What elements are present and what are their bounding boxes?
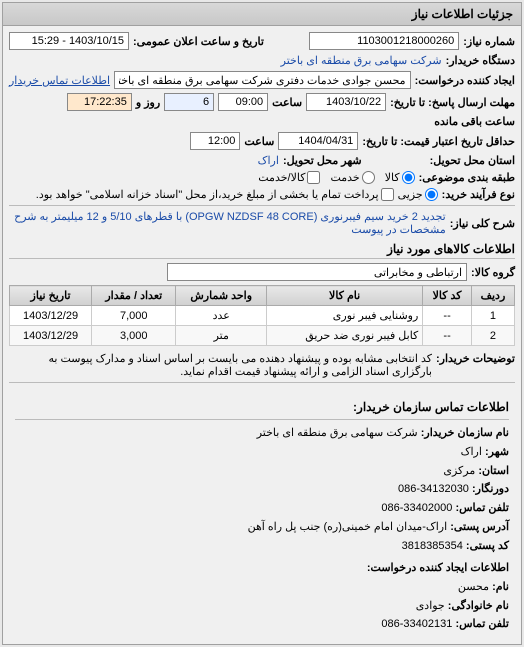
fax-label: دورنگار: xyxy=(472,483,509,495)
buyer-note-label: توضیحات خریدار: xyxy=(436,352,515,365)
contact-province-label: استان: xyxy=(478,465,509,477)
panel-body: شماره نیاز: تاریخ و ساعت اعلان عمومی: دس… xyxy=(3,26,521,644)
deadline-time-input[interactable] xyxy=(218,93,268,111)
col-row: ردیف xyxy=(471,286,514,306)
topic-radio-group: کالا خدمت کالا/خدمت xyxy=(258,171,414,184)
requester-value: شرکت سهامی برق منطقه ای باختر xyxy=(281,54,442,67)
table-row[interactable]: 2 -- کابل فیبر نوری ضد حریق متر 3,000 14… xyxy=(10,326,515,346)
contact-section: اطلاعات تماس سازمان خریدار: نام سازمان خ… xyxy=(9,387,515,638)
org-label: نام سازمان خریدار: xyxy=(421,427,509,439)
remain-time-input[interactable] xyxy=(67,93,132,111)
phone-value: 33402000-086 xyxy=(381,502,452,514)
topic-label: طبقه بندی موضوعی: xyxy=(419,171,515,184)
contact-section-title: اطلاعات تماس سازمان خریدار: xyxy=(15,397,509,420)
process-label: نوع فرآیند خرید: xyxy=(442,188,515,201)
checkbox-payment[interactable]: پرداخت تمام یا بخشی از مبلغ خرید،از محل … xyxy=(36,188,394,201)
need-no-label: شماره نیاز: xyxy=(463,35,515,48)
contact-city: اراک xyxy=(461,446,482,458)
postal-value: 3818385354 xyxy=(402,540,463,552)
contact-link[interactable]: اطلاعات تماس خریدار xyxy=(9,74,110,87)
announce-input[interactable] xyxy=(9,32,129,50)
creator-label: ایجاد کننده درخواست: xyxy=(415,74,515,87)
address-label: آدرس پستی: xyxy=(450,521,509,533)
requester-label: دستگاه خریدار: xyxy=(446,54,515,67)
deadline-date-input[interactable] xyxy=(306,93,386,111)
table-row[interactable]: 1 -- روشنایی فیبر نوری عدد 7,000 1403/12… xyxy=(10,306,515,326)
time-label-1: ساعت xyxy=(272,96,302,109)
creator-input[interactable] xyxy=(114,71,411,89)
time-label-2: ساعت xyxy=(244,135,274,148)
city-label: شهر محل تحویل: xyxy=(283,154,362,167)
remain-label: ساعت باقی مانده xyxy=(434,115,515,128)
need-no-input[interactable] xyxy=(309,32,459,50)
radio-service[interactable]: خدمت xyxy=(330,171,374,184)
goods-group-input[interactable] xyxy=(167,263,467,281)
buyer-note-text: کد انتخابی مشابه بوده و پیشنهاد دهنده می… xyxy=(9,352,432,378)
need-title-label: شرح کلی نیاز: xyxy=(450,217,515,230)
city-value: اراک xyxy=(258,154,279,167)
surname-value: جوادی xyxy=(416,600,445,612)
creator-section-title: اطلاعات ایجاد کننده درخواست: xyxy=(15,559,509,578)
radio-goods[interactable]: کالا xyxy=(385,171,415,184)
checkbox-goods-service[interactable]: کالا/خدمت xyxy=(258,171,320,184)
contact-city-label: شهر: xyxy=(485,446,509,458)
col-date: تاریخ نیاز xyxy=(10,286,92,306)
deadline-label: مهلت ارسال پاسخ: تا تاریخ: xyxy=(390,96,515,109)
goods-table: ردیف کد کالا نام کالا واحد شمارش تعداد /… xyxy=(9,285,515,346)
phone-label: تلفن تماس: xyxy=(455,502,509,514)
col-unit: واحد شمارش xyxy=(176,286,267,306)
need-details-panel: جزئیات اطلاعات نیاز شماره نیاز: تاریخ و … xyxy=(2,2,522,645)
name-value: محسن xyxy=(458,581,489,593)
validity-label: حداقل تاریخ اعتبار قیمت: تا تاریخ: xyxy=(362,135,515,148)
announce-label: تاریخ و ساعت اعلان عمومی: xyxy=(133,35,264,48)
surname-label: نام خانوادگی: xyxy=(448,600,509,612)
cphone-value: 33402131-086 xyxy=(381,618,452,630)
name-label: نام: xyxy=(492,581,509,593)
validity-date-input[interactable] xyxy=(278,132,358,150)
validity-time-input[interactable] xyxy=(190,132,240,150)
days-label: روز و xyxy=(136,96,160,109)
address-value: اراک-میدان امام خمینی(ره) جنب پل راه آهن xyxy=(248,521,448,533)
fax-value: 34132030-086 xyxy=(398,483,469,495)
province-label: استان محل تحویل: xyxy=(430,154,515,167)
col-code: کد کالا xyxy=(423,286,472,306)
col-qty: تعداد / مقدار xyxy=(92,286,176,306)
contact-province: مرکزی xyxy=(443,465,475,477)
cphone-label: تلفن تماس: xyxy=(455,618,509,630)
radio-jozi[interactable]: جزیی xyxy=(398,188,438,201)
table-header-row: ردیف کد کالا نام کالا واحد شمارش تعداد /… xyxy=(10,286,515,306)
panel-title: جزئیات اطلاعات نیاز xyxy=(3,3,521,26)
goods-section-title: اطلاعات کالاهای مورد نیاز xyxy=(9,242,515,259)
postal-label: کد پستی: xyxy=(466,540,509,552)
days-input[interactable] xyxy=(164,93,214,111)
col-name: نام کالا xyxy=(266,286,422,306)
org-value: شرکت سهامی برق منطقه ای باختر xyxy=(257,427,418,439)
goods-group-label: گروه کالا: xyxy=(471,266,515,279)
need-title-value: تجدید 2 خرید سیم فیبرنوری (OPGW NZDSF 48… xyxy=(9,210,446,236)
